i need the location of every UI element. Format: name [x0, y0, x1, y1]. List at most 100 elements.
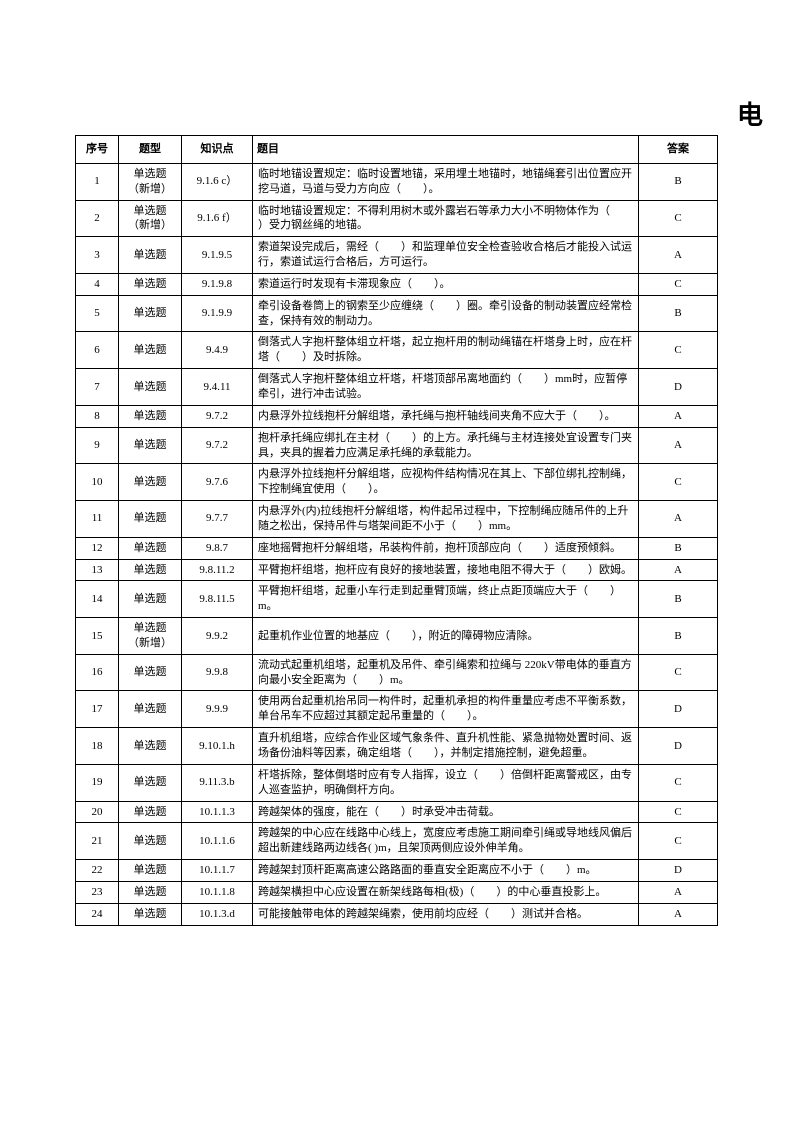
cell-type: 单选题 [119, 537, 182, 559]
cell-type: 单选题 [119, 881, 182, 903]
cell-num: 17 [76, 691, 119, 728]
cell-type: 单选题 [119, 860, 182, 882]
cell-q: 杆塔拆除，整体倒塔时应有专人指挥，设立（ ）倍倒杆距离警戒区，由专人巡查监护，明… [253, 764, 639, 801]
cell-type: 单选题（新增） [119, 163, 182, 200]
table-row: 21单选题10.1.1.6跨越架的中心应在线路中心线上，宽度应考虑施工期间牵引绳… [76, 823, 718, 860]
col-header-q: 题目 [253, 136, 639, 164]
cell-type: 单选题 [119, 581, 182, 618]
cell-ans: B [639, 618, 718, 655]
table-row: 13单选题9.8.11.2平臂抱杆组塔，抱杆应有良好的接地装置，接地电阻不得大于… [76, 559, 718, 581]
cell-kp: 9.7.2 [182, 405, 253, 427]
cell-kp: 9.7.2 [182, 427, 253, 464]
cell-q: 平臂抱杆组塔，抱杆应有良好的接地装置，接地电阻不得大于（ ）欧姆。 [253, 559, 639, 581]
cell-ans: B [639, 295, 718, 332]
cell-num: 21 [76, 823, 119, 860]
cell-q: 倒落式人字抱杆整体组立杆塔，起立抱杆用的制动绳锚在杆塔身上时，应在杆塔（ ）及时… [253, 332, 639, 369]
cell-ans: C [639, 200, 718, 237]
cell-kp: 10.1.1.8 [182, 881, 253, 903]
table-row: 23单选题10.1.1.8跨越架横担中心应设置在新架线路每相(极)（ ）的中心垂… [76, 881, 718, 903]
cell-q: 流动式起重机组塔，起重机及吊件、牵引绳索和拉绳与 220kV带电体的垂直方向最小… [253, 654, 639, 691]
table-row: 18单选题9.10.1.h直升机组塔，应综合作业区域气象条件、直升机性能、紧急抛… [76, 728, 718, 765]
cell-kp: 9.8.11.2 [182, 559, 253, 581]
cell-type: 单选题 [119, 559, 182, 581]
cell-kp: 10.1.1.3 [182, 801, 253, 823]
cell-type: 单选题（新增） [119, 200, 182, 237]
table-row: 4单选题9.1.9.8索道运行时发现有卡滞现象应（ ）。C [76, 273, 718, 295]
cell-type: 单选题 [119, 728, 182, 765]
cell-q: 座地摇臂抱杆分解组塔，吊装构件前，抱杆顶部应向（ ）适度预倾斜。 [253, 537, 639, 559]
cell-q: 内悬浮外拉线抱杆分解组塔，应视构件结构情况在其上、下部位绑扎控制绳，下控制绳宜使… [253, 464, 639, 501]
cell-type: 单选题（新增） [119, 618, 182, 655]
cell-q: 直升机组塔，应综合作业区域气象条件、直升机性能、紧急抛物处置时间、返场备份油料等… [253, 728, 639, 765]
cell-num: 5 [76, 295, 119, 332]
table-row: 12单选题9.8.7座地摇臂抱杆分解组塔，吊装构件前，抱杆顶部应向（ ）适度预倾… [76, 537, 718, 559]
cell-kp: 9.7.6 [182, 464, 253, 501]
cell-type: 单选题 [119, 273, 182, 295]
table-row: 9单选题9.7.2抱杆承托绳应绑扎在主材（ ）的上方。承托绳与主材连接处宜设置专… [76, 427, 718, 464]
cell-q: 抱杆承托绳应绑扎在主材（ ）的上方。承托绳与主材连接处宜设置专门夹具，夹具的握着… [253, 427, 639, 464]
table-row: 6单选题9.4.9倒落式人字抱杆整体组立杆塔，起立抱杆用的制动绳锚在杆塔身上时，… [76, 332, 718, 369]
cell-type: 单选题 [119, 237, 182, 274]
cell-type: 单选题 [119, 654, 182, 691]
cell-num: 23 [76, 881, 119, 903]
cell-num: 1 [76, 163, 119, 200]
cell-ans: C [639, 273, 718, 295]
cell-type: 单选题 [119, 405, 182, 427]
cell-ans: B [639, 163, 718, 200]
table-row: 15单选题（新增）9.9.2起重机作业位置的地基应（ ），附近的障碍物应清除。B [76, 618, 718, 655]
table-row: 16单选题9.9.8流动式起重机组塔，起重机及吊件、牵引绳索和拉绳与 220kV… [76, 654, 718, 691]
cell-kp: 9.8.11.5 [182, 581, 253, 618]
cell-num: 11 [76, 501, 119, 538]
cell-num: 13 [76, 559, 119, 581]
cell-ans: D [639, 860, 718, 882]
col-header-type: 题型 [119, 136, 182, 164]
table-row: 24单选题10.1.3.d可能接触带电体的跨越架绳索，使用前均应经（ ）测试并合… [76, 903, 718, 925]
cell-kp: 9.11.3.b [182, 764, 253, 801]
cell-kp: 9.4.11 [182, 369, 253, 406]
cell-ans: A [639, 427, 718, 464]
cell-q: 索道运行时发现有卡滞现象应（ ）。 [253, 273, 639, 295]
cell-ans: B [639, 581, 718, 618]
cell-num: 8 [76, 405, 119, 427]
cell-num: 10 [76, 464, 119, 501]
cell-ans: D [639, 728, 718, 765]
cell-num: 16 [76, 654, 119, 691]
cell-num: 15 [76, 618, 119, 655]
cell-kp: 9.9.2 [182, 618, 253, 655]
table-row: 14单选题9.8.11.5平臂抱杆组塔，起重小车行走到起重臂顶端，终止点距顶端应… [76, 581, 718, 618]
table-row: 22单选题10.1.1.7跨越架封顶杆距离高速公路路面的垂直安全距离应不小于（ … [76, 860, 718, 882]
cell-type: 单选题 [119, 691, 182, 728]
cell-q: 跨越架封顶杆距离高速公路路面的垂直安全距离应不小于（ ）m。 [253, 860, 639, 882]
cell-q: 起重机作业位置的地基应（ ），附近的障碍物应清除。 [253, 618, 639, 655]
cell-q: 跨越架体的强度，能在（ ）时承受冲击荷载。 [253, 801, 639, 823]
cell-ans: C [639, 823, 718, 860]
cell-q: 使用两台起重机抬吊同一构件时，起重机承担的构件重量应考虑不平衡系数，单台吊车不应… [253, 691, 639, 728]
cell-num: 6 [76, 332, 119, 369]
table-header-row: 序号 题型 知识点 题目 答案 [76, 136, 718, 164]
cell-kp: 9.1.9.8 [182, 273, 253, 295]
table-row: 19单选题9.11.3.b杆塔拆除，整体倒塔时应有专人指挥，设立（ ）倍倒杆距离… [76, 764, 718, 801]
cell-ans: A [639, 559, 718, 581]
cell-num: 9 [76, 427, 119, 464]
cell-type: 单选题 [119, 332, 182, 369]
cell-num: 18 [76, 728, 119, 765]
cell-num: 2 [76, 200, 119, 237]
cell-ans: B [639, 537, 718, 559]
table-row: 8单选题9.7.2内悬浮外拉线抱杆分解组塔，承托绳与抱杆轴线间夹角不应大于（ ）… [76, 405, 718, 427]
cell-num: 12 [76, 537, 119, 559]
cell-kp: 9.4.9 [182, 332, 253, 369]
cell-kp: 9.8.7 [182, 537, 253, 559]
cell-q: 跨越架的中心应在线路中心线上，宽度应考虑施工期间牵引绳或导地线风偏后超出新建线路… [253, 823, 639, 860]
cell-kp: 9.1.9.9 [182, 295, 253, 332]
cell-type: 单选题 [119, 501, 182, 538]
cell-type: 单选题 [119, 764, 182, 801]
cell-type: 单选题 [119, 464, 182, 501]
table-row: 1单选题（新增）9.1.6 c）临时地锚设置规定：临时设置地锚，采用埋土地锚时，… [76, 163, 718, 200]
cell-num: 3 [76, 237, 119, 274]
cell-num: 7 [76, 369, 119, 406]
table-row: 5单选题9.1.9.9牵引设备卷筒上的钢索至少应缠绕（ ）圈。牵引设备的制动装置… [76, 295, 718, 332]
cell-ans: C [639, 332, 718, 369]
table-row: 10单选题9.7.6内悬浮外拉线抱杆分解组塔，应视构件结构情况在其上、下部位绑扎… [76, 464, 718, 501]
cell-q: 可能接触带电体的跨越架绳索，使用前均应经（ ）测试并合格。 [253, 903, 639, 925]
cell-q: 索道架设完成后，需经（ ）和监理单位安全检查验收合格后才能投入试运行，索道试运行… [253, 237, 639, 274]
